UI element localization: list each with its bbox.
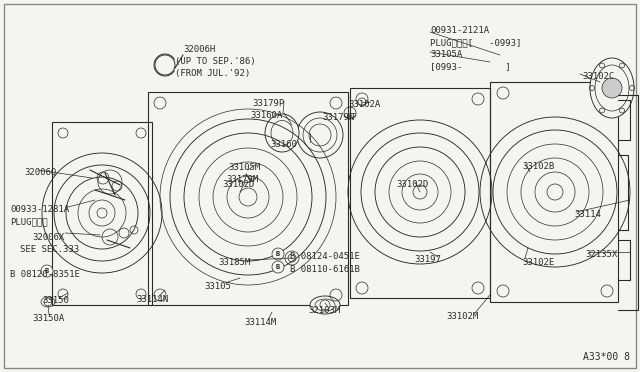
Bar	[52, 122, 152, 305]
Text: 33160: 33160	[270, 140, 297, 149]
Text: 33102C: 33102C	[582, 72, 614, 81]
Text: 33160A: 33160A	[250, 111, 282, 120]
Text: [0993-        ]: [0993- ]	[430, 62, 511, 71]
Text: SEE SEC.333: SEE SEC.333	[20, 245, 79, 254]
Text: B 08110-6161B: B 08110-6161B	[290, 265, 360, 274]
Circle shape	[602, 78, 622, 98]
Ellipse shape	[595, 65, 629, 111]
Text: (UP TO SEP.'86): (UP TO SEP.'86)	[175, 57, 255, 66]
Text: PLUGプラグ[   -0993]: PLUGプラグ[ -0993]	[430, 38, 522, 47]
Ellipse shape	[303, 118, 337, 152]
Circle shape	[272, 261, 284, 273]
Text: 00933-1281A: 00933-1281A	[10, 205, 69, 214]
Text: 33197: 33197	[414, 255, 441, 264]
Text: 32006Q: 32006Q	[24, 168, 56, 177]
Text: 33102B: 33102B	[522, 162, 554, 171]
Text: 32103M: 32103M	[308, 306, 340, 315]
Text: B: B	[276, 251, 280, 257]
Circle shape	[272, 248, 284, 260]
Text: PLUGプラグ: PLUGプラグ	[10, 217, 47, 226]
Text: 33185M: 33185M	[218, 258, 250, 267]
Bar	[350, 88, 490, 298]
Text: 33114M: 33114M	[244, 318, 276, 327]
Text: 33114: 33114	[574, 210, 601, 219]
Text: B: B	[45, 268, 49, 274]
Circle shape	[41, 265, 53, 277]
Text: 33150A: 33150A	[32, 314, 64, 323]
Text: 33179N: 33179N	[322, 113, 355, 122]
Text: B: B	[276, 264, 280, 270]
Text: 33114N: 33114N	[136, 295, 168, 304]
Ellipse shape	[310, 296, 340, 314]
Text: 33102M: 33102M	[446, 312, 478, 321]
Text: 33105M: 33105M	[228, 163, 260, 172]
Text: (FROM JUL.'92): (FROM JUL.'92)	[175, 69, 250, 78]
Text: 32006H: 32006H	[183, 45, 215, 54]
Bar	[148, 92, 348, 305]
Text: B 08120-8351E: B 08120-8351E	[10, 270, 80, 279]
Text: 33179P: 33179P	[252, 99, 284, 108]
Text: 32006X: 32006X	[32, 233, 64, 242]
Ellipse shape	[265, 114, 299, 152]
Text: A33*00 8: A33*00 8	[583, 352, 630, 362]
Text: 33102D: 33102D	[396, 180, 428, 189]
Ellipse shape	[297, 112, 343, 158]
Text: 32135X: 32135X	[585, 250, 617, 259]
Ellipse shape	[590, 58, 634, 118]
Text: B 08124-0451E: B 08124-0451E	[290, 252, 360, 261]
Text: 33102D: 33102D	[222, 180, 254, 189]
Text: 33102E: 33102E	[522, 258, 554, 267]
Text: 33102A: 33102A	[348, 100, 380, 109]
Text: 33179M: 33179M	[226, 175, 259, 184]
Text: 33105A: 33105A	[430, 50, 462, 59]
Text: 00931-2121A: 00931-2121A	[430, 26, 489, 35]
Bar	[490, 82, 618, 302]
Text: 33150: 33150	[42, 296, 69, 305]
Text: 33105: 33105	[204, 282, 231, 291]
